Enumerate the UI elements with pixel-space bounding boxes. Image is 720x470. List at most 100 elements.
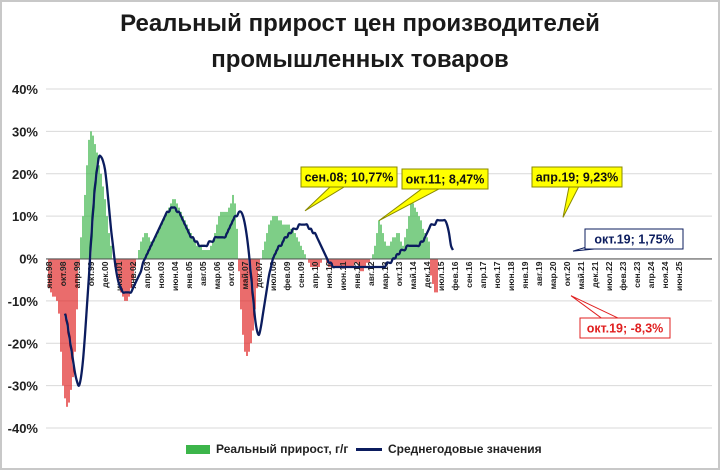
x-tick-label: фев.09 — [282, 261, 292, 290]
bar — [386, 245, 388, 259]
bar — [372, 254, 374, 259]
x-tick-label: апр.99 — [72, 261, 82, 288]
bar — [296, 237, 298, 259]
bar — [356, 258, 358, 263]
callout-box — [584, 228, 684, 250]
bar — [278, 220, 280, 259]
bar — [194, 241, 196, 259]
bar — [72, 258, 74, 378]
bar — [418, 216, 420, 259]
y-tick-label: -40% — [8, 421, 39, 436]
bar — [314, 258, 316, 267]
bar — [336, 258, 338, 267]
bar — [50, 258, 52, 293]
bar — [376, 233, 378, 259]
bar — [262, 250, 264, 259]
bar — [180, 211, 182, 259]
x-tick-label: июн.25 — [674, 261, 684, 291]
bar — [320, 258, 322, 263]
bar — [84, 194, 86, 259]
bar — [332, 258, 334, 267]
bar — [254, 258, 256, 310]
bar — [88, 139, 90, 259]
average-line — [63, 154, 455, 387]
x-tick-label: фев.23 — [618, 261, 628, 290]
x-tick-label: авг.05 — [198, 261, 208, 286]
bar — [100, 173, 102, 259]
bar — [292, 228, 294, 259]
x-tick-label: май.21 — [576, 261, 586, 289]
x-tick-label: ноя.24 — [660, 261, 670, 288]
bar — [206, 250, 208, 259]
bar — [348, 258, 350, 267]
bar — [102, 186, 104, 259]
bar — [216, 224, 218, 259]
bar — [184, 220, 186, 259]
bar — [140, 241, 142, 259]
bar — [198, 245, 200, 259]
bar — [286, 224, 288, 259]
x-tick-label: янв.12 — [352, 261, 362, 288]
bar — [412, 203, 414, 259]
bar — [228, 207, 230, 259]
bar — [164, 216, 166, 259]
legend-line: Среднегодовые значения — [356, 442, 542, 456]
bar — [334, 258, 336, 267]
bar — [90, 131, 92, 259]
bar — [78, 258, 80, 267]
bar — [346, 258, 348, 267]
x-axis-tick-labels: янв.98 окт.98 апр.99 окт.99 дек.00 июн.01 янв.… — [44, 261, 684, 291]
x-tick-label: ноя.03 — [156, 261, 166, 288]
bar — [290, 228, 292, 259]
y-tick-label: 0% — [19, 252, 38, 267]
callout-yellow: апр.19; 9,23% — [531, 166, 623, 218]
bar — [244, 258, 246, 352]
callout-yellow: окт.11; 8,47% — [378, 168, 489, 222]
bar — [310, 258, 312, 267]
bar — [166, 211, 168, 259]
bar — [124, 258, 126, 301]
bar — [276, 216, 278, 259]
bar — [394, 237, 396, 259]
callout-box — [401, 168, 489, 190]
bar — [398, 233, 400, 259]
bar — [122, 258, 124, 297]
x-tick-label: окт.06 — [226, 261, 236, 286]
bar — [318, 258, 320, 267]
x-tick-label: ноя.17 — [492, 261, 502, 288]
bar — [110, 245, 112, 259]
y-tick-label: 10% — [12, 209, 38, 224]
bar — [378, 220, 380, 259]
bar — [158, 228, 160, 259]
bar — [408, 216, 410, 259]
bar — [220, 211, 222, 259]
bar — [350, 258, 352, 267]
bar — [396, 233, 398, 259]
bar — [76, 258, 78, 310]
bar — [174, 199, 176, 259]
x-tick-label: авг.12 — [366, 261, 376, 286]
bar — [142, 237, 144, 259]
bar — [82, 216, 84, 259]
bar — [422, 228, 424, 259]
bar — [352, 258, 354, 267]
bar — [234, 203, 236, 259]
bar — [62, 258, 64, 386]
bar — [188, 228, 190, 259]
bar — [274, 216, 276, 259]
bar — [94, 144, 96, 259]
x-tick-label: июл.22 — [604, 261, 614, 291]
chart-title-line1: Реальный прирост цен производителей — [120, 10, 600, 37]
x-tick-label: янв.19 — [520, 261, 530, 288]
bar — [304, 254, 306, 259]
bar — [52, 258, 54, 297]
callouts: сен.08; 10,77% окт.11; 8,47% апр.19; 9,23%… — [300, 166, 684, 339]
bar — [420, 220, 422, 259]
chart-title-line2: промышленных товаров — [211, 46, 509, 73]
bar — [240, 258, 242, 310]
bar — [182, 216, 184, 259]
y-tick-label: 40% — [12, 82, 38, 97]
bar — [210, 245, 212, 259]
y-tick-label: 20% — [12, 167, 38, 182]
bar — [410, 203, 412, 259]
